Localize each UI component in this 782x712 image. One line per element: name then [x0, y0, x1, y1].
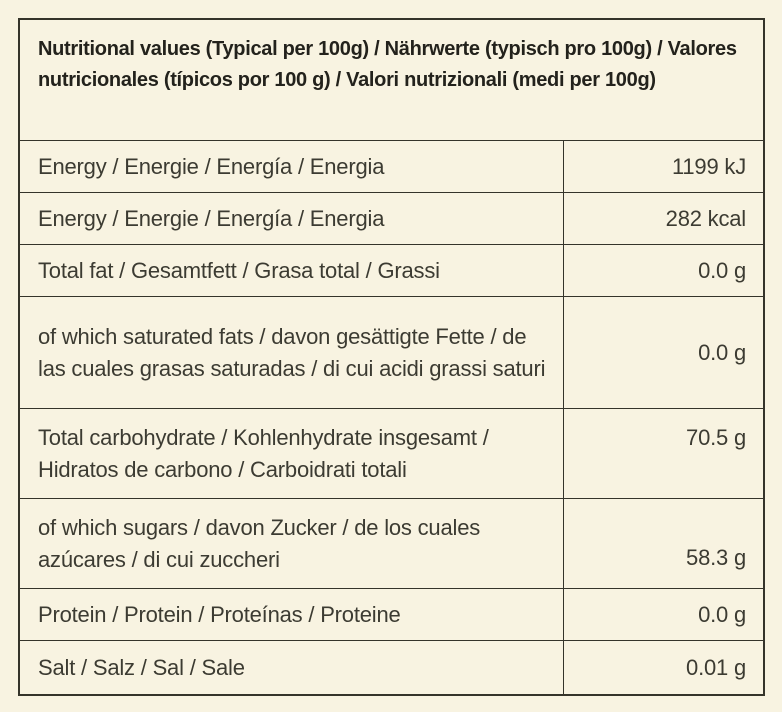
row-label: Salt / Salz / Sal / Sale [38, 654, 245, 680]
row-label: Total fat / Gesamtfett / Grasa total / G… [38, 257, 440, 283]
row-value: 1199 kJ [563, 141, 763, 192]
table-row-salt: Salt / Salz / Sal / Sale 0.01 g [20, 640, 763, 694]
table-header: Nutritional values (Typical per 100g) / … [38, 38, 737, 91]
table-row-energy-kcal: Energy / Energie / Energía / Energia 282… [20, 192, 763, 244]
table-row-saturated-fats: of which saturated fats / davon gesättig… [20, 296, 763, 408]
table-row-sugars: of which sugars / davon Zucker / de los … [20, 498, 763, 588]
row-value: 0.0 g [563, 245, 763, 296]
row-label: of which sugars / davon Zucker / de los … [38, 514, 481, 572]
table-row-energy-kj: Energy / Energie / Energía / Energia 119… [20, 140, 763, 192]
row-value: 58.3 g [563, 499, 763, 588]
row-label: Total carbohydrate / Kohlenhydrate insge… [38, 424, 489, 482]
row-value: 0.01 g [563, 641, 763, 694]
row-label: Protein / Protein / Proteínas / Proteine [38, 601, 401, 627]
table-row-carbohydrate: Total carbohydrate / Kohlenhydrate insge… [20, 408, 763, 498]
row-label: Energy / Energie / Energía / Energia [38, 153, 385, 179]
nutrition-table: Nutritional values (Typical per 100g) / … [18, 18, 765, 696]
row-label: Energy / Energie / Energía / Energia [38, 205, 385, 231]
row-label: of which saturated fats / davon gesättig… [38, 323, 546, 381]
table-row-protein: Protein / Protein / Proteínas / Proteine… [20, 588, 763, 640]
row-value: 0.0 g [563, 297, 763, 408]
table-row-total-fat: Total fat / Gesamtfett / Grasa total / G… [20, 244, 763, 296]
row-value: 70.5 g [563, 409, 763, 498]
row-value: 0.0 g [563, 589, 763, 640]
row-value: 282 kcal [563, 193, 763, 244]
